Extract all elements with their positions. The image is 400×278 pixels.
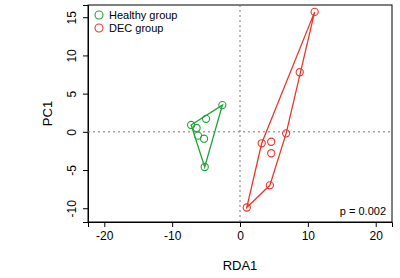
x-axis-line xyxy=(89,223,393,228)
point xyxy=(311,8,318,15)
point xyxy=(202,115,209,122)
x-tick-mark xyxy=(376,222,377,227)
y-axis: -10 -5 0 5 10 15 xyxy=(65,6,89,223)
reference-line xyxy=(88,131,392,132)
plot-frame xyxy=(88,5,392,222)
legend: Healthy groupDEC group xyxy=(89,6,187,38)
x-tick: -20 xyxy=(96,222,114,243)
point xyxy=(200,135,207,142)
y-tick-label: 10 xyxy=(65,49,79,63)
y-tick-label: -10 xyxy=(65,200,79,218)
y-tick-mark xyxy=(83,132,88,133)
x-tick: -10 xyxy=(164,222,182,243)
x-tick-mark xyxy=(308,222,309,227)
point xyxy=(268,150,275,157)
y-axis-line xyxy=(83,6,89,223)
point xyxy=(243,204,250,211)
y-tick-mark xyxy=(83,208,88,209)
x-axis: -20 -10 0 10 20 xyxy=(89,222,393,243)
point xyxy=(296,69,303,76)
group-hull xyxy=(191,105,222,167)
y-tick-mark xyxy=(83,94,88,95)
point xyxy=(258,140,265,147)
y-tick: -10 xyxy=(65,200,88,218)
legend-label: Healthy group xyxy=(109,9,178,21)
x-tick: 20 xyxy=(370,222,384,243)
x-tick-label: -10 xyxy=(164,229,182,243)
x-axis-title: RDA1 xyxy=(223,258,258,273)
point xyxy=(188,121,195,128)
y-tick-label: 5 xyxy=(65,90,79,97)
group-hull xyxy=(247,12,315,208)
x-tick-label: 10 xyxy=(302,229,316,243)
legend-label: DEC group xyxy=(109,22,163,34)
x-tick: 0 xyxy=(237,222,244,243)
point xyxy=(193,124,200,131)
y-tick-mark xyxy=(83,55,88,56)
legend-box xyxy=(89,6,187,38)
y-tick-label: 0 xyxy=(65,129,79,136)
y-tick-label: -5 xyxy=(65,165,79,176)
plot-area xyxy=(88,5,392,222)
chart: -20 -10 0 10 20 -10 -5 0 5 10 15 RDA1 PC1 p = 0.002 He… xyxy=(0,0,400,278)
x-tick-mark xyxy=(104,222,105,227)
x-tick-label: 20 xyxy=(370,229,384,243)
x-tick-label: -20 xyxy=(96,229,114,243)
point xyxy=(219,101,226,108)
y-tick: 0 xyxy=(65,129,88,136)
point xyxy=(268,138,275,145)
x-tick: 10 xyxy=(302,222,316,243)
x-tick-label: 0 xyxy=(237,229,244,243)
reference-line xyxy=(240,5,241,222)
point xyxy=(201,163,208,170)
y-tick: 10 xyxy=(65,49,88,63)
y-tick: -5 xyxy=(65,165,88,176)
point xyxy=(266,182,273,189)
y-tick-label: 15 xyxy=(65,11,79,25)
y-tick-mark xyxy=(83,17,88,18)
legend-marker xyxy=(95,11,103,19)
legend-marker xyxy=(95,24,103,32)
x-tick-mark xyxy=(172,222,173,227)
y-tick-mark xyxy=(83,170,88,171)
y-tick: 5 xyxy=(65,90,88,97)
point xyxy=(283,130,290,137)
x-tick-mark xyxy=(240,222,241,227)
y-axis-title: PC1 xyxy=(40,101,55,126)
y-tick: 15 xyxy=(65,11,88,25)
annotation: p = 0.002 xyxy=(340,205,386,217)
